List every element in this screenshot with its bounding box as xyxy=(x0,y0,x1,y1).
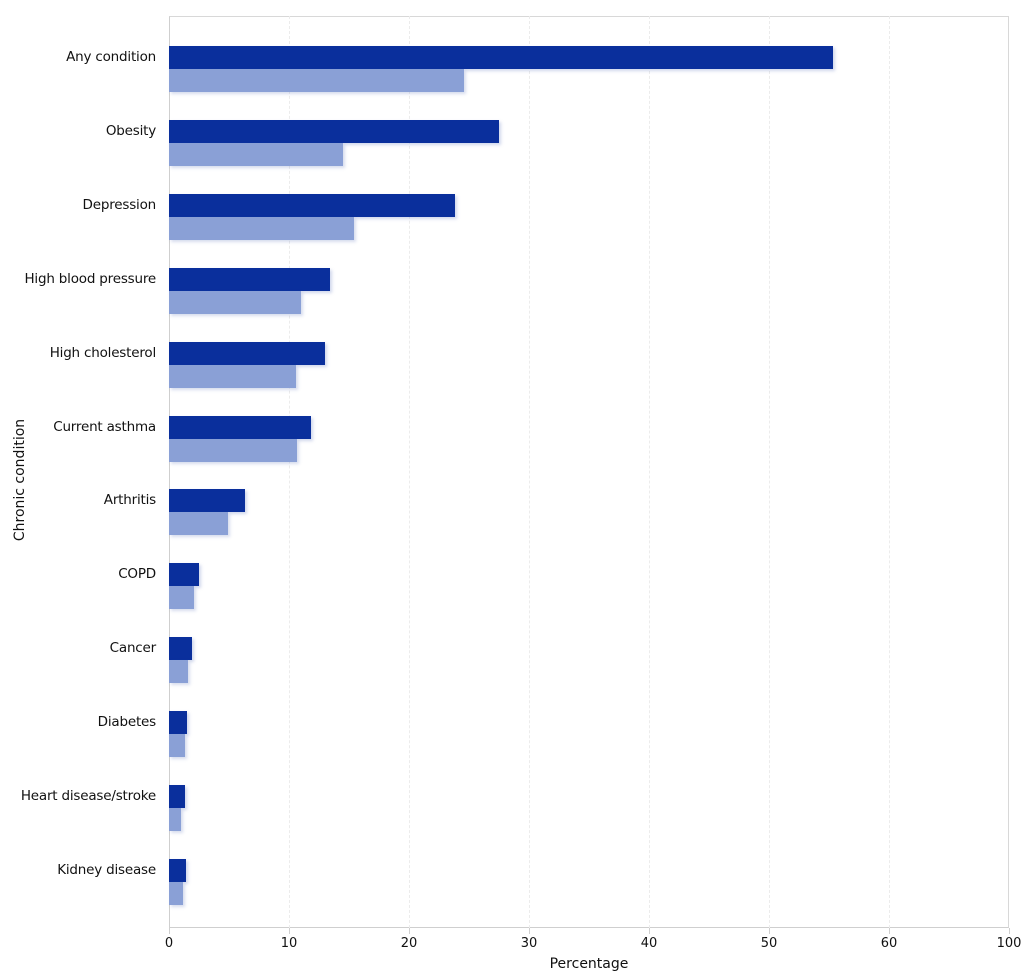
gridline xyxy=(889,16,890,928)
x-tick-label: 0 xyxy=(164,936,174,951)
x-tick xyxy=(649,928,650,934)
category-label: High cholesterol xyxy=(49,344,157,361)
bar-dark xyxy=(169,858,186,882)
x-tick-label: 50 xyxy=(760,936,778,951)
bar-light xyxy=(169,512,228,536)
x-tick-label: 60 xyxy=(880,936,898,951)
x-tick xyxy=(889,928,890,934)
bar-light xyxy=(169,660,189,684)
plot-area xyxy=(169,16,1009,928)
category-label: Diabetes xyxy=(97,714,157,731)
category-label: High blood pressure xyxy=(24,270,156,287)
category-label: Any condition xyxy=(66,49,156,65)
bar-dark xyxy=(169,267,330,291)
category-label: Kidney disease xyxy=(57,861,156,878)
bar-light xyxy=(169,438,298,462)
x-axis-title: Percentage xyxy=(549,956,629,972)
category-label: Arthritis xyxy=(103,492,156,509)
category-label: Current asthma xyxy=(53,418,156,435)
bar-light xyxy=(169,734,185,758)
bar-light xyxy=(169,881,184,905)
category-label: Cancer xyxy=(109,640,157,657)
category-label: COPD xyxy=(118,566,156,583)
x-tick xyxy=(769,928,770,934)
bar-dark xyxy=(169,785,185,808)
bar-dark xyxy=(169,563,199,587)
bar-light xyxy=(169,290,301,314)
y-axis-title: Chronic condition xyxy=(12,418,28,542)
x-tick-label: 100 xyxy=(996,936,1022,951)
x-tick xyxy=(169,928,170,934)
bar-dark xyxy=(169,489,245,513)
x-tick xyxy=(1009,928,1010,934)
x-tick xyxy=(289,928,290,934)
x-tick-label: 30 xyxy=(520,936,538,951)
bar-light xyxy=(169,69,465,92)
bar-dark xyxy=(169,711,187,735)
category-label: Depression xyxy=(82,196,157,213)
gridline xyxy=(409,16,410,928)
x-tick-label: 40 xyxy=(640,936,658,951)
bar-light xyxy=(169,364,297,388)
category-label: Obesity xyxy=(105,122,156,139)
x-tick xyxy=(529,928,530,934)
bar-dark xyxy=(169,415,311,439)
bar-dark xyxy=(169,341,325,365)
bar-light xyxy=(169,586,195,610)
bar-light xyxy=(169,808,181,831)
bar-dark xyxy=(169,637,192,661)
x-tick-label: 20 xyxy=(400,936,418,951)
bar-dark xyxy=(169,193,455,217)
gridline xyxy=(649,16,650,928)
bar-light xyxy=(169,216,354,240)
category-label: Heart disease/stroke xyxy=(20,788,156,804)
gridline xyxy=(529,16,530,928)
gridline xyxy=(769,16,770,928)
x-tick xyxy=(409,928,410,934)
bar-dark xyxy=(169,46,833,69)
bar-dark xyxy=(169,119,499,143)
gridline xyxy=(289,16,290,928)
bar-light xyxy=(169,142,343,166)
x-tick-label: 10 xyxy=(280,936,298,951)
